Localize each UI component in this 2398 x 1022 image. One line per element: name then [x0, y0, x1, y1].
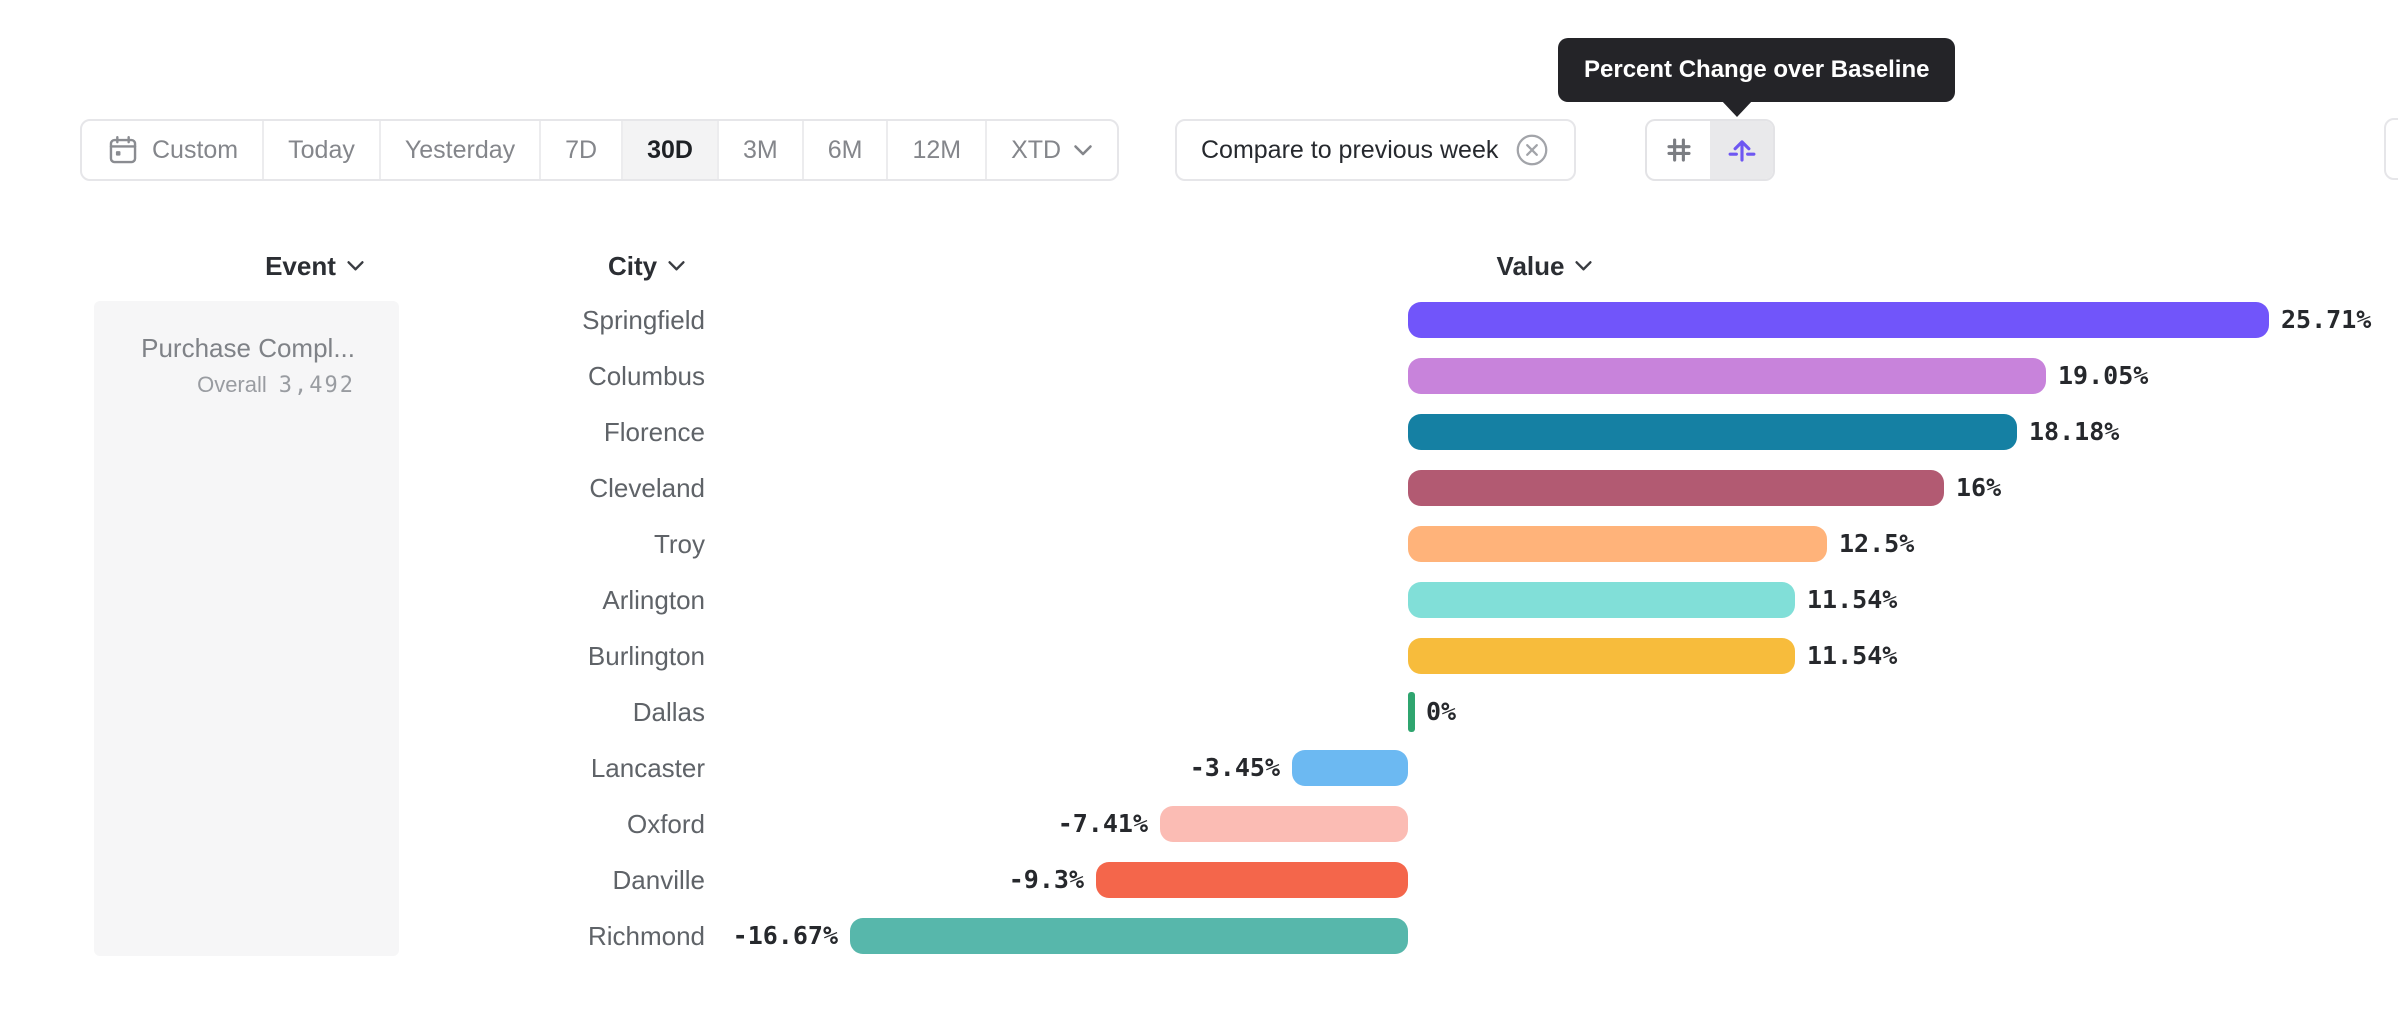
value-bar[interactable]	[1408, 358, 2046, 394]
column-header-value[interactable]: Value	[1480, 246, 1610, 286]
event-card[interactable]: Purchase Compl... Overall 3,492	[94, 301, 399, 956]
value-label: -7.41%	[1057, 809, 1148, 838]
bar-chart: Springfield 25.71% Columbus 19.05% Flore…	[0, 292, 2398, 964]
city-label: Arlington	[602, 585, 705, 615]
city-label: Oxford	[626, 809, 705, 839]
date-range-label: 3M	[742, 135, 778, 164]
chart-row: Arlington 11.54%	[0, 572, 2398, 628]
comparison-filter[interactable]: Compare to previous week	[1175, 119, 1577, 181]
column-header-city[interactable]: City	[582, 246, 712, 286]
event-overall: Overall 3,492	[94, 372, 355, 398]
date-range-today[interactable]: Today	[264, 121, 381, 179]
tooltip-text: Percent Change over Baseline	[1584, 56, 1930, 83]
chart-row: Cleveland 16%	[0, 460, 2398, 516]
date-range-label: 6M	[827, 135, 863, 164]
number-view-button[interactable]	[1647, 121, 1710, 179]
value-label: 12.5%	[1839, 529, 1915, 558]
tooltip: Percent Change over Baseline	[1558, 38, 1956, 117]
date-range-3m[interactable]: 3M	[719, 121, 804, 179]
date-range-7d[interactable]: 7D	[541, 121, 624, 179]
chart-row: Danville -9.3%	[0, 852, 2398, 908]
value-display-toggle	[1645, 119, 1775, 181]
value-bar[interactable]	[1408, 470, 1944, 506]
chart-row: Richmond -16.67%	[0, 908, 2398, 964]
city-label: Florence	[603, 417, 705, 447]
calendar-icon	[106, 133, 140, 167]
date-range-label: 7D	[565, 135, 598, 164]
date-range-6m[interactable]: 6M	[804, 121, 889, 179]
value-label: 11.54%	[1807, 585, 1898, 614]
value-label: 11.54%	[1807, 641, 1898, 670]
circle-x-icon[interactable]	[1514, 132, 1550, 168]
value-bar[interactable]	[1408, 638, 1795, 674]
overall-label: Overall	[197, 372, 267, 397]
value-label: -9.3%	[1008, 865, 1084, 894]
clipped-edge-button[interactable]	[2384, 118, 2398, 180]
date-range-toolbar: Custom Today Yesterday 7D 30D 3M 6M 12M …	[80, 119, 1120, 181]
chart-row: Springfield 25.71%	[0, 292, 2398, 348]
value-label: 19.05%	[2058, 361, 2149, 390]
value-label: -3.45%	[1189, 753, 1280, 782]
chevron-down-icon	[1574, 260, 1593, 272]
date-range-30d[interactable]: 30D	[623, 121, 719, 179]
chart-row: Lancaster -3.45%	[0, 740, 2398, 796]
overall-value: 3,492	[278, 373, 355, 398]
city-label: Springfield	[582, 305, 705, 335]
city-label: Cleveland	[589, 473, 705, 503]
date-range-label: 12M	[912, 135, 962, 164]
city-label: Richmond	[587, 921, 705, 951]
date-range-custom[interactable]: Custom	[82, 121, 265, 179]
chart-row: Columbus 19.05%	[0, 348, 2398, 404]
city-label: Dallas	[632, 697, 705, 727]
percent-change-view-button[interactable]	[1710, 121, 1773, 179]
city-label: Danville	[612, 865, 706, 895]
comparison-label: Compare to previous week	[1201, 135, 1499, 164]
value-bar[interactable]	[1096, 862, 1408, 898]
value-label: 25.71%	[2281, 305, 2372, 334]
value-bar[interactable]	[1408, 582, 1795, 618]
arrow-up-from-baseline-icon	[1727, 135, 1757, 165]
city-label: Burlington	[587, 641, 705, 671]
value-bar[interactable]	[1408, 414, 2017, 450]
event-name: Purchase Compl...	[141, 333, 355, 363]
date-range-12m[interactable]: 12M	[888, 121, 988, 179]
chevron-down-icon	[346, 260, 365, 272]
column-header-event[interactable]: Event	[250, 246, 380, 286]
value-bar[interactable]	[1408, 526, 1827, 562]
city-label: Lancaster	[590, 753, 705, 783]
date-range-label: Custom	[152, 135, 239, 164]
date-range-label: 30D	[647, 135, 693, 164]
chart-row: Florence 18.18%	[0, 404, 2398, 460]
value-label: -16.67%	[732, 921, 838, 950]
chart-row: Dallas 0%	[0, 684, 2398, 740]
value-bar[interactable]	[1408, 692, 1415, 732]
date-range-yesterday[interactable]: Yesterday	[381, 121, 542, 179]
date-range-label: XTD	[1011, 135, 1062, 164]
value-bar[interactable]	[1292, 750, 1408, 786]
column-header-label: City	[607, 250, 658, 281]
chart-row: Oxford -7.41%	[0, 796, 2398, 852]
value-label: 0%	[1426, 697, 1457, 726]
city-label: Columbus	[587, 361, 705, 391]
chevron-down-icon	[667, 260, 686, 272]
chart-row: Troy 12.5%	[0, 516, 2398, 572]
value-label: 18.18%	[2029, 417, 2120, 446]
date-range-label: Yesterday	[404, 135, 516, 164]
chart-row: Burlington 11.54%	[0, 628, 2398, 684]
tooltip-caret	[1721, 100, 1753, 117]
date-range-xtd[interactable]: XTD	[987, 121, 1117, 179]
column-header-label: Value	[1496, 250, 1565, 281]
value-bar[interactable]	[1408, 302, 2269, 338]
value-bar[interactable]	[850, 918, 1408, 954]
value-label: 16%	[1956, 473, 2002, 502]
value-bar[interactable]	[1160, 806, 1408, 842]
column-header-label: Event	[265, 250, 336, 281]
city-label: Troy	[653, 529, 705, 559]
hash-icon	[1664, 135, 1694, 165]
chevron-down-icon	[1073, 144, 1093, 157]
date-range-label: Today	[288, 135, 355, 164]
